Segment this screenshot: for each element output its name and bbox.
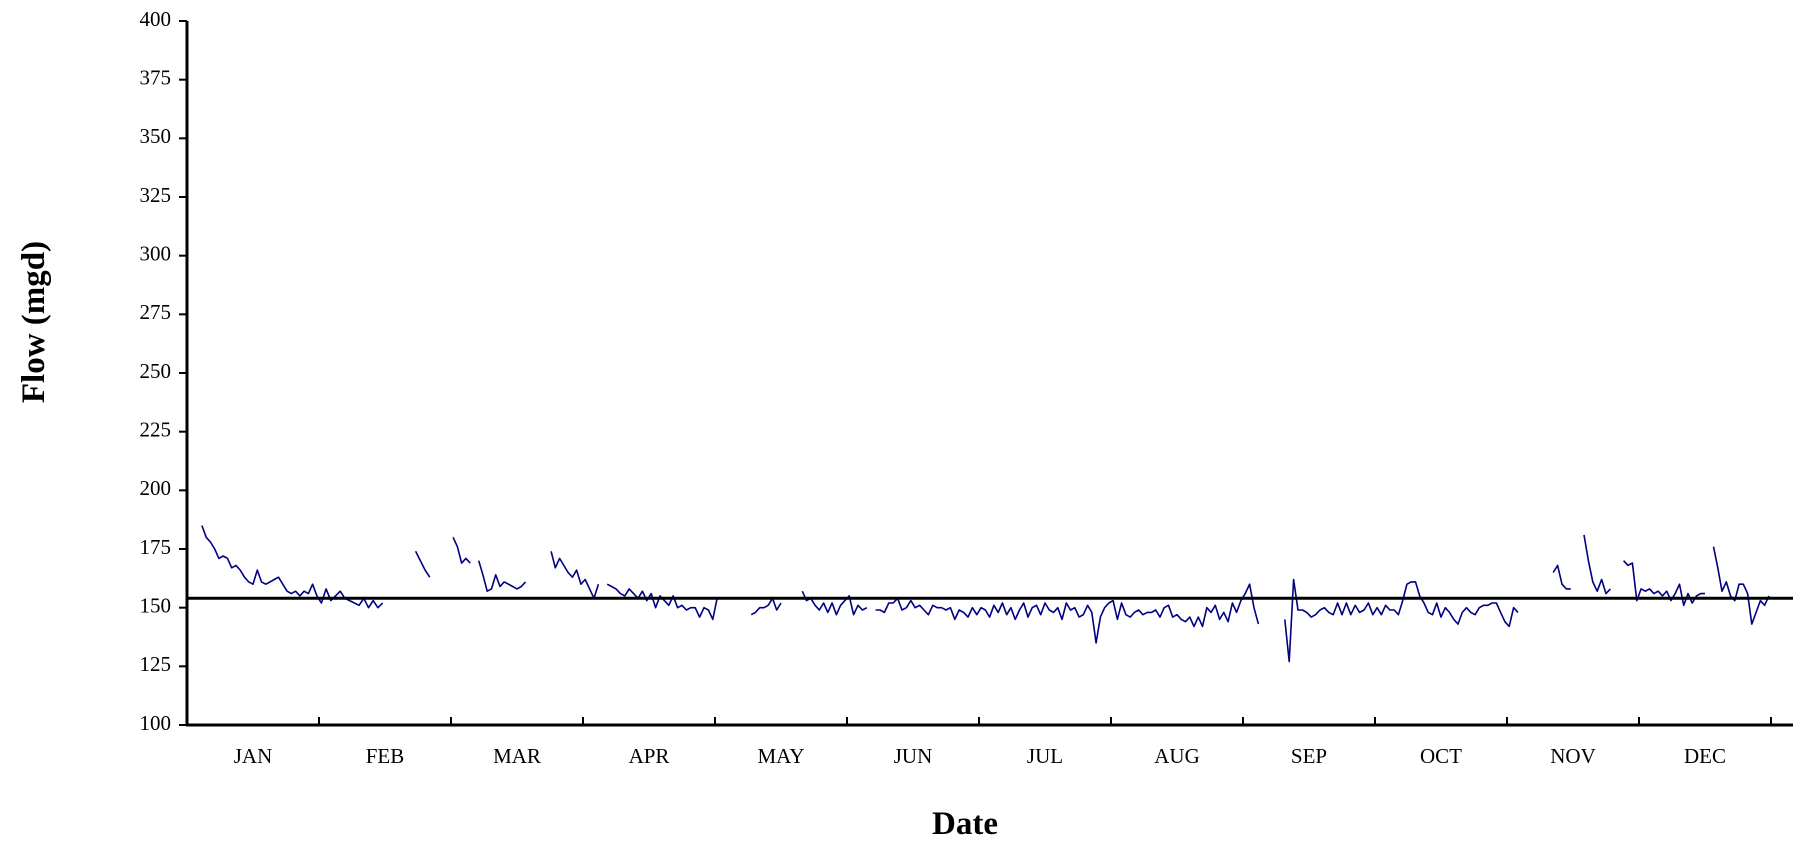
flow-line — [201, 525, 384, 609]
flow-line — [1552, 564, 1571, 590]
y-tick-label: 150 — [140, 593, 172, 617]
flow-line — [1712, 546, 1770, 625]
x-tick-label: JAN — [234, 744, 273, 768]
flow-line — [477, 560, 527, 592]
y-tick-label: 350 — [140, 124, 172, 148]
flow-line — [452, 536, 471, 564]
y-tick-label: 325 — [140, 183, 172, 207]
flow-line — [550, 551, 600, 600]
x-tick-label: JUN — [894, 744, 933, 768]
flow-line — [1583, 534, 1611, 595]
flow-line — [875, 583, 1260, 644]
x-tick-label: AUG — [1154, 744, 1200, 768]
flow-line — [414, 550, 431, 578]
flow-line — [606, 583, 718, 621]
x-tick-label: MAY — [757, 744, 804, 768]
y-tick-label: 375 — [140, 65, 172, 89]
y-tick-label: 100 — [140, 711, 172, 735]
x-tick-label: NOV — [1550, 744, 1596, 768]
x-tick-label: SEP — [1291, 744, 1327, 768]
y-tick-label: 200 — [140, 476, 172, 500]
flow-line — [801, 590, 868, 616]
flow-line — [750, 597, 782, 616]
y-tick-label: 250 — [140, 359, 172, 383]
y-axis-title: Flow (mgd) — [16, 241, 52, 403]
x-tick-label: APR — [629, 744, 670, 768]
x-tick-label: MAR — [493, 744, 541, 768]
y-tick-label: 300 — [140, 241, 172, 265]
x-tick-label: JUL — [1027, 744, 1063, 768]
y-tick-label: 125 — [140, 652, 172, 676]
y-tick-label: 175 — [140, 535, 172, 559]
x-tick-label: FEB — [366, 744, 405, 768]
y-tick-label: 275 — [140, 300, 172, 324]
flow-line — [1284, 578, 1519, 663]
y-tick-label: 225 — [140, 417, 172, 441]
x-tick-label: DEC — [1684, 744, 1726, 768]
y-tick-label: 400 — [140, 7, 172, 31]
x-axis-title: Date — [932, 806, 998, 842]
x-tick-label: OCT — [1420, 744, 1462, 768]
